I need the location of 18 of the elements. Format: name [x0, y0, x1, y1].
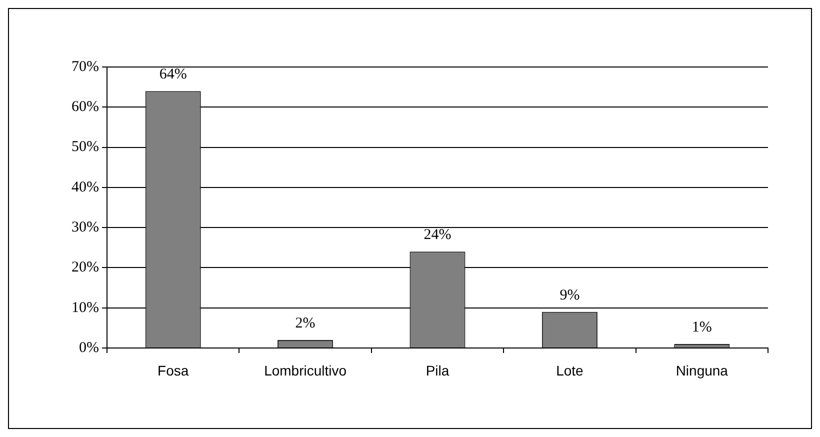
- y-tick-label: 50%: [72, 139, 99, 156]
- y-tick-label: 0%: [79, 340, 99, 356]
- x-tick-label: Fosa: [158, 362, 189, 378]
- y-tick-label: 40%: [72, 179, 99, 196]
- y-tick-label: 30%: [72, 220, 99, 236]
- x-tick-label: Lombricultivo: [264, 362, 347, 378]
- y-tick-label: 10%: [72, 300, 99, 316]
- y-tick-label: 20%: [72, 260, 99, 276]
- data-label: 2%: [295, 315, 316, 332]
- x-tick-label: Pila: [426, 362, 450, 378]
- y-tick-label: 70%: [72, 58, 99, 75]
- data-label: 24%: [424, 227, 452, 244]
- data-label: 64%: [159, 66, 187, 83]
- data-label: 1%: [692, 319, 712, 336]
- y-tick-label: 60%: [72, 99, 99, 116]
- x-tick-label: Ninguna: [676, 362, 728, 378]
- data-label: 9%: [560, 287, 580, 304]
- x-tick-label: Lote: [556, 362, 584, 378]
